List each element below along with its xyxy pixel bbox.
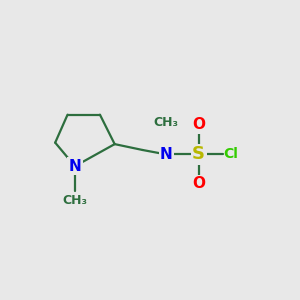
Text: S: S xyxy=(192,146,205,164)
Text: CH₃: CH₃ xyxy=(62,194,87,207)
Text: O: O xyxy=(192,176,205,191)
Text: N: N xyxy=(160,147,172,162)
Text: CH₃: CH₃ xyxy=(154,116,179,128)
Text: Cl: Cl xyxy=(224,147,238,161)
Text: N: N xyxy=(68,159,81,174)
Text: O: O xyxy=(192,118,205,133)
